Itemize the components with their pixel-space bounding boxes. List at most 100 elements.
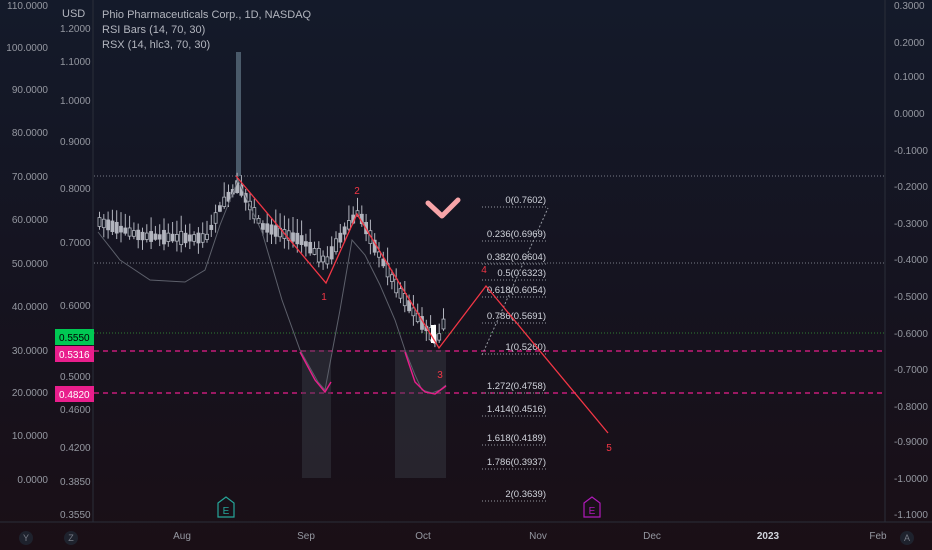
- time-tick-label: 2023: [757, 531, 780, 542]
- right-tick-label: -1.0000: [894, 474, 928, 485]
- left-outer-tick-label: 10.0000: [12, 431, 49, 442]
- left-price-tick-label: 1.2000: [60, 24, 91, 35]
- candle-body: [441, 318, 446, 330]
- candle-body: [346, 220, 351, 230]
- candle-body: [157, 234, 162, 240]
- left-outer-tick-label: 100.0000: [6, 43, 48, 54]
- wave-label: 2: [354, 186, 360, 197]
- left-price-tick-label: 0.9000: [60, 137, 91, 148]
- earnings-marker: [583, 496, 601, 518]
- right-tick-label: 0.2000: [894, 38, 925, 49]
- candle-body: [269, 224, 274, 235]
- candle-body: [136, 229, 141, 241]
- candle-body: [119, 225, 123, 233]
- candle-body: [226, 191, 231, 202]
- candle-body: [110, 220, 115, 232]
- left-outer-tick-label: 110.0000: [7, 1, 48, 12]
- left-outer-tick-label: 20.0000: [12, 388, 49, 399]
- zoom-z-button[interactable]: Z: [64, 531, 78, 545]
- candle-body: [286, 230, 291, 241]
- fib-level-label: 0.382(0.6604): [487, 252, 546, 263]
- fib-level-label: 0.236(0.6969): [487, 229, 546, 240]
- candle-body: [334, 238, 338, 253]
- earnings-marker-label: E: [589, 506, 596, 517]
- candle-body: [308, 241, 313, 254]
- left-price-tick-label: 0.4200: [60, 443, 91, 454]
- candle-body: [205, 233, 209, 240]
- candle-body: [402, 293, 407, 307]
- symbol-title[interactable]: Phio Pharmaceuticals Corp., 1D, NASDAQ: [102, 9, 312, 21]
- wave-label: 3: [437, 370, 443, 381]
- right-tick-label: -0.8000: [894, 402, 928, 413]
- left-price-tick-label: 0.3550: [60, 510, 91, 521]
- left-price-tick-label: 1.0000: [60, 96, 91, 107]
- right-tick-label: -0.6000: [894, 329, 928, 340]
- candle-body: [127, 227, 132, 237]
- wave-label: 1: [321, 292, 327, 303]
- candle-body: [325, 256, 330, 265]
- zoom-y-button[interactable]: Y: [19, 531, 33, 545]
- price-badge-label: 0.5550: [59, 333, 90, 344]
- left-outer-tick-label: 50.0000: [12, 259, 49, 270]
- candle-body: [303, 241, 308, 247]
- candle-body: [213, 212, 218, 224]
- indicator-rsi-bars[interactable]: RSI Bars (14, 70, 30): [102, 24, 206, 36]
- right-tick-label: -0.3000: [894, 219, 928, 230]
- right-tick-label: -0.1000: [894, 146, 928, 157]
- elliott-wave-line: [235, 175, 609, 434]
- price-badge-label: 0.5316: [59, 350, 90, 361]
- rsx-oversold-segment: [299, 351, 332, 394]
- candle-body: [312, 248, 317, 255]
- candle-body: [209, 224, 214, 230]
- rsx-oversold-segment: [404, 351, 447, 395]
- candle-body: [187, 234, 192, 242]
- candle-body: [162, 229, 166, 245]
- candle-body: [394, 278, 399, 294]
- indicator-rsx[interactable]: RSX (14, hlc3, 70, 30): [102, 39, 211, 51]
- chevron-down-icon: [425, 197, 461, 219]
- candle-body: [123, 227, 128, 234]
- price-badge: [55, 386, 94, 402]
- candle-body: [174, 234, 179, 242]
- left-price-tick-label: 0.6000: [60, 301, 91, 312]
- right-tick-label: -1.1000: [894, 510, 928, 521]
- right-tick-label: -0.4000: [894, 255, 928, 266]
- candle-body: [222, 196, 227, 207]
- left-outer-tick-label: 80.0000: [12, 128, 49, 139]
- candle-body: [97, 217, 102, 227]
- volume-spike: [236, 52, 241, 176]
- left-outer-tick-label: 70.0000: [12, 172, 49, 183]
- candle-body: [265, 223, 270, 233]
- candle-body: [411, 307, 416, 317]
- fib-level-label: 0.618(0.6054): [487, 285, 546, 296]
- right-tick-label: 0.3000: [894, 1, 925, 12]
- fib-level-label: 1.786(0.3937): [487, 457, 546, 468]
- right-tick-label: 0.1000: [894, 72, 925, 83]
- candle-body: [381, 258, 386, 267]
- candle-body: [170, 233, 175, 242]
- fib-level-label: 0.5(0.6323): [497, 268, 546, 279]
- rsi-zone: [395, 350, 446, 478]
- left-price-tick-label: 0.3850: [60, 477, 91, 488]
- candle-body: [295, 232, 300, 245]
- candle-body: [407, 300, 412, 312]
- auto-scale-button[interactable]: A: [900, 531, 914, 545]
- earnings-marker: [217, 496, 235, 518]
- rsi-zone: [302, 350, 331, 478]
- left-price-tick-label: 0.5000: [60, 372, 91, 383]
- left-price-tick-label: 0.4600: [60, 405, 91, 416]
- candle-body: [200, 233, 205, 243]
- candle-body: [291, 232, 295, 242]
- fib-level-label: 1(0.5260): [505, 342, 546, 353]
- time-tick-label: Feb: [869, 531, 887, 542]
- candle-body: [196, 232, 201, 244]
- left-outer-tick-label: 0.0000: [17, 475, 48, 486]
- time-tick-label: Aug: [173, 531, 191, 542]
- left-price-tick-label: 1.1000: [60, 57, 91, 68]
- candle-body: [217, 205, 222, 212]
- candle-body: [316, 248, 321, 263]
- fib-level-label: 0(0.7602): [505, 195, 546, 206]
- candle-body: [166, 232, 171, 242]
